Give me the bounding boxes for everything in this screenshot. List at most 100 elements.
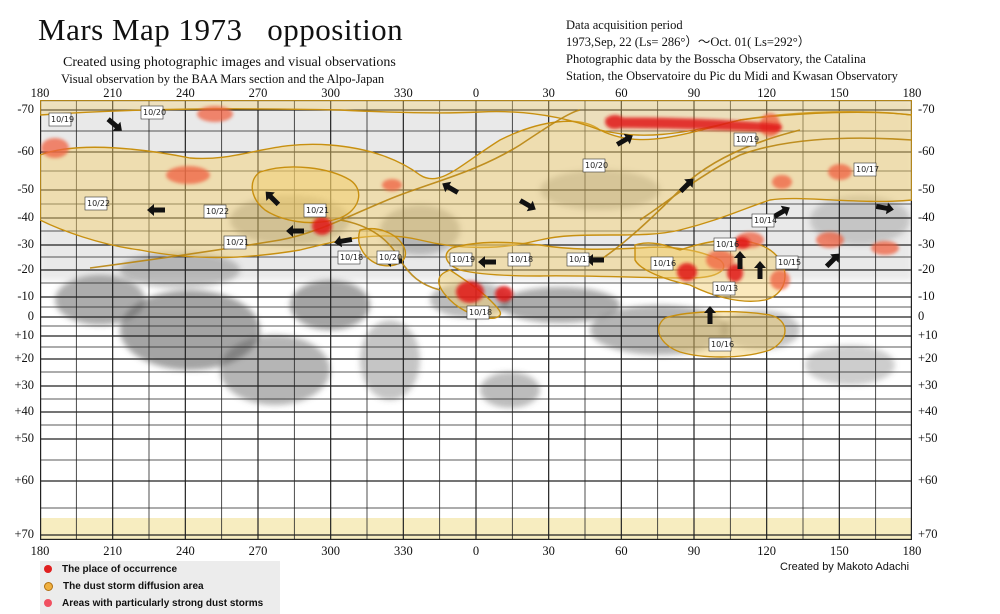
svg-text:10/16: 10/16 — [711, 340, 734, 349]
longitude-label: 240 — [175, 544, 195, 558]
direction-arrow-icon — [875, 202, 894, 215]
latitude-label: +40 — [14, 404, 34, 418]
svg-text:10/21: 10/21 — [306, 206, 329, 215]
longitude-label: 30 — [542, 86, 555, 100]
orange-circle-icon — [44, 581, 53, 591]
svg-text:10/14: 10/14 — [754, 216, 777, 225]
latitude-label: -40 — [918, 210, 935, 224]
pink-circle-icon — [44, 599, 52, 608]
legend: The place of occurrence The dust storm d… — [40, 561, 280, 614]
date-label: 10/20 — [140, 105, 166, 120]
latitude-label: +70 — [14, 527, 34, 541]
svg-text:10/21: 10/21 — [226, 238, 249, 247]
date-label: 10/13 — [712, 281, 738, 296]
latitude-label: -60 — [918, 144, 935, 158]
legend-item-strong: Areas with particularly strong dust stor… — [44, 598, 263, 609]
direction-arrow-icon — [772, 205, 790, 219]
legend-item-diffusion: The dust storm diffusion area — [44, 581, 204, 592]
direction-arrow-icon — [147, 204, 165, 216]
red-circle-icon — [44, 565, 52, 574]
date-label: 10/21 — [223, 235, 249, 250]
latitude-label: +20 — [14, 351, 34, 365]
latitude-label: -70 — [918, 102, 935, 116]
legend-item-occurrence: The place of occurrence — [44, 564, 177, 575]
longitude-label: 150 — [829, 544, 849, 558]
date-label: 10/18 — [466, 305, 492, 320]
date-label: 10/17 — [566, 252, 592, 267]
date-label: 10/14 — [751, 213, 777, 228]
direction-arrow-icon — [478, 256, 496, 268]
longitude-label: 300 — [321, 86, 341, 100]
latitude-label: -10 — [17, 289, 34, 303]
latitude-label: +10 — [918, 328, 938, 342]
direction-arrow-icon — [678, 178, 694, 194]
latitude-label: -50 — [17, 182, 34, 196]
legend-label: The dust storm diffusion area — [63, 581, 204, 592]
latitude-label: +10 — [14, 328, 34, 342]
longitude-label: 0 — [472, 544, 480, 558]
latitude-label: -70 — [17, 102, 34, 116]
svg-text:10/22: 10/22 — [206, 207, 229, 216]
longitude-label: 240 — [175, 86, 195, 100]
longitude-label: 210 — [103, 86, 123, 100]
data-info-block: Data acquisition period 1973,Sep, 22 (Ls… — [566, 17, 898, 85]
latitude-label: +60 — [14, 473, 34, 487]
longitude-label: 330 — [393, 544, 413, 558]
info-line: Station, the Observatoire du Pic du Midi… — [566, 69, 898, 83]
latitude-label: +30 — [918, 378, 938, 392]
date-label: 10/22 — [203, 204, 229, 219]
longitude-label: 0 — [472, 86, 480, 100]
longitude-label: 180 — [902, 86, 922, 100]
svg-text:10/16: 10/16 — [716, 240, 739, 249]
latitude-label: +40 — [918, 404, 938, 418]
longitude-label: 150 — [829, 86, 849, 100]
svg-text:10/22: 10/22 — [87, 199, 110, 208]
longitude-label: 90 — [687, 86, 701, 100]
mars-map: 10/19 10/20 10/22 10/22 10/21 10/21 10/18 10/20… — [40, 100, 912, 540]
svg-text:10/20: 10/20 — [379, 253, 402, 262]
longitude-label: 180 — [902, 544, 922, 558]
info-line: 1973,Sep, 22 (Ls= 286°）～Oct. 01( Ls=292°… — [566, 35, 811, 49]
date-label: 10/18 — [337, 250, 363, 265]
latitude-label: 0 — [918, 309, 925, 323]
svg-text:10/19: 10/19 — [452, 255, 475, 264]
latitude-label: +30 — [14, 378, 34, 392]
date-label: 10/18 — [507, 252, 533, 267]
latitude-label: -20 — [17, 262, 34, 276]
latitude-label: 0 — [27, 309, 34, 323]
longitude-label: 270 — [248, 544, 268, 558]
svg-text:10/20: 10/20 — [585, 161, 608, 170]
direction-arrow-icon — [615, 133, 633, 147]
longitude-label: 330 — [393, 86, 413, 100]
info-line: Photographic data by the Bosscha Observa… — [566, 52, 866, 66]
direction-arrow-icon — [286, 225, 304, 237]
direction-arrow-icon — [334, 235, 353, 248]
subtitle-method: Created using photographic images and vi… — [63, 55, 396, 70]
svg-text:10/20: 10/20 — [143, 108, 166, 117]
longitude-label: 120 — [757, 544, 777, 558]
direction-arrow-icon — [754, 261, 766, 279]
date-label: 10/20 — [582, 158, 608, 173]
date-label: 10/19 — [449, 252, 475, 267]
credit: Created by Makoto Adachi — [780, 561, 910, 573]
longitude-label: 120 — [757, 86, 777, 100]
longitude-label: 270 — [248, 86, 268, 100]
svg-text:10/18: 10/18 — [510, 255, 533, 264]
svg-text:10/15: 10/15 — [778, 258, 801, 267]
direction-arrow-icon — [586, 254, 604, 266]
date-label: 10/19 — [733, 132, 759, 147]
latitude-label: -20 — [918, 262, 935, 276]
latitude-label: +20 — [918, 351, 938, 365]
svg-text:10/19: 10/19 — [736, 135, 759, 144]
date-label: 10/16 — [713, 237, 739, 252]
info-line: Data acquisition period — [566, 18, 683, 32]
subtitle-observers: Visual observation by the BAA Mars secti… — [61, 72, 385, 86]
longitude-label: 30 — [542, 544, 555, 558]
legend-label: Areas with particularly strong dust stor… — [62, 598, 264, 609]
longitude-label: 60 — [615, 544, 628, 558]
longitude-label: 60 — [615, 86, 628, 100]
latitude-label: -40 — [17, 210, 34, 224]
legend-label: The place of occurrence — [62, 564, 178, 575]
date-label: 10/21 — [303, 203, 329, 218]
date-label: 10/17 — [853, 162, 879, 177]
